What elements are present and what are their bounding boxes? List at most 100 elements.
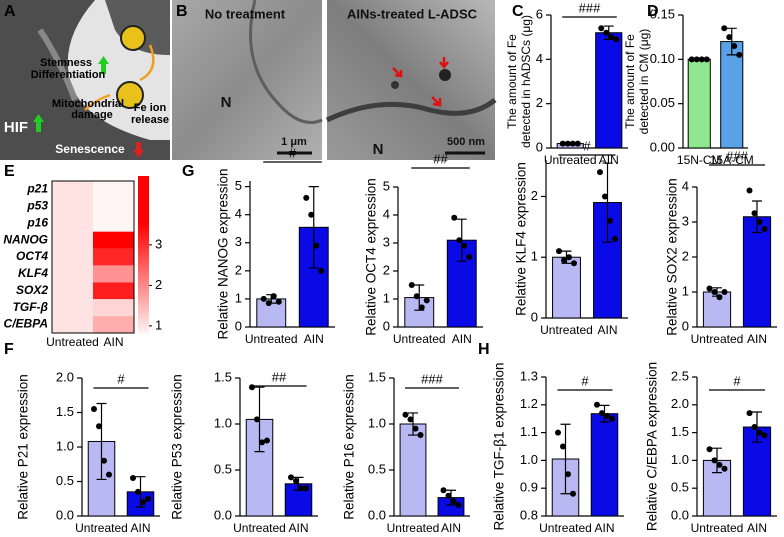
column-label: Untreated bbox=[46, 335, 99, 349]
y-tick-label: 1.3 bbox=[520, 368, 538, 383]
y-tick-label: 1.5 bbox=[671, 424, 689, 439]
y-tick-label: 1.0 bbox=[671, 452, 689, 467]
data-point bbox=[259, 439, 265, 446]
bar bbox=[552, 256, 581, 319]
row-label: p21 bbox=[26, 182, 48, 196]
heatmap-cell bbox=[52, 316, 93, 333]
y-axis-label: detected in CM (μg) bbox=[637, 29, 651, 135]
x-tick-label: Untreated bbox=[245, 332, 298, 346]
micrograph-label: N bbox=[373, 141, 384, 158]
row-label: TGF-β bbox=[13, 300, 49, 314]
data-point bbox=[746, 187, 753, 194]
significance-label: # bbox=[583, 138, 591, 153]
data-point bbox=[556, 248, 562, 255]
y-tick-label: 0.9 bbox=[520, 480, 538, 495]
y-tick-label: 0.0 bbox=[671, 507, 689, 522]
significance-label: # bbox=[289, 145, 297, 160]
data-point bbox=[613, 36, 620, 43]
y-tick-label: 0.0 bbox=[214, 507, 232, 522]
schematic-label: Differentiation bbox=[31, 69, 106, 81]
y-tick-label: 1.5 bbox=[368, 369, 386, 384]
colorbar-tick-label: 1 bbox=[155, 317, 162, 332]
micrographs bbox=[172, 0, 497, 160]
data-point bbox=[688, 56, 695, 63]
data-point bbox=[604, 412, 610, 419]
y-tick-label: 4 bbox=[235, 206, 242, 221]
data-point bbox=[130, 475, 136, 482]
data-point bbox=[716, 461, 723, 468]
panel-label: H bbox=[478, 341, 490, 358]
data-point bbox=[566, 254, 572, 261]
data-point bbox=[96, 423, 102, 430]
y-tick-label: 6 bbox=[536, 6, 543, 21]
data-point bbox=[264, 437, 270, 444]
y-tick-label: 0.10 bbox=[650, 51, 675, 66]
x-tick-label: Untreated bbox=[691, 521, 744, 535]
x-tick-label: Untreated bbox=[539, 521, 592, 535]
error-bar bbox=[96, 402, 107, 481]
y-tick-label: 0 bbox=[682, 318, 689, 333]
data-point bbox=[571, 260, 577, 267]
data-point bbox=[402, 411, 409, 418]
y-tick-label: 0.5 bbox=[671, 480, 689, 495]
data-point bbox=[736, 51, 743, 58]
data-point bbox=[603, 29, 610, 36]
x-tick-label: AIN bbox=[599, 153, 619, 167]
y-axis-label: Relative NANOG expression bbox=[216, 168, 231, 339]
y-tick-label: 1 bbox=[235, 290, 242, 305]
y-axis-label: Relative P16 expression bbox=[342, 374, 357, 520]
data-point bbox=[693, 56, 700, 63]
row-label: C/EBPA bbox=[4, 317, 48, 331]
row-label: p16 bbox=[26, 215, 48, 229]
significance-label: ### bbox=[579, 0, 601, 15]
y-tick-label: 2 bbox=[536, 95, 543, 110]
heatmap-cell bbox=[52, 282, 93, 300]
y-tick-label: 2.0 bbox=[56, 369, 74, 384]
bar bbox=[595, 32, 623, 149]
y-tick-label: 1.0 bbox=[520, 452, 538, 467]
panel-label: G bbox=[182, 163, 194, 180]
data-point bbox=[746, 410, 753, 417]
data-point bbox=[408, 282, 415, 288]
y-tick-label: 0.5 bbox=[56, 473, 74, 488]
data-point bbox=[609, 415, 615, 422]
heatmap-cell bbox=[93, 231, 134, 249]
y-tick-label: 0 bbox=[536, 139, 543, 154]
x-tick-label: AIN bbox=[452, 332, 472, 346]
y-tick-label: 2 bbox=[682, 248, 689, 263]
data-point bbox=[751, 424, 758, 431]
y-tick-label: 0 bbox=[383, 318, 390, 333]
data-point bbox=[565, 471, 571, 478]
data-point bbox=[721, 465, 728, 472]
data-point bbox=[260, 295, 267, 302]
y-tick-label: 1.0 bbox=[368, 415, 386, 430]
micrograph-label: 500 nm bbox=[447, 136, 485, 148]
row-label: KLF4 bbox=[18, 266, 48, 280]
data-point bbox=[303, 194, 310, 201]
data-point bbox=[731, 43, 738, 50]
heatmap-cell bbox=[93, 248, 134, 266]
y-tick-label: 2 bbox=[383, 262, 390, 277]
bar bbox=[687, 58, 711, 149]
schematic-label: Mitochondrial bbox=[52, 98, 124, 110]
row-label: NANOG bbox=[3, 232, 48, 246]
y-tick-label: 4 bbox=[682, 178, 689, 193]
data-point bbox=[607, 217, 613, 224]
data-point bbox=[612, 236, 618, 242]
data-point bbox=[318, 267, 325, 274]
y-tick-label: 1.2 bbox=[520, 396, 538, 411]
x-tick-label: Untreated bbox=[75, 521, 128, 535]
y-axis-label: detected in hADSCs (μg) bbox=[519, 15, 533, 148]
schematic-label: Fe ion bbox=[134, 102, 167, 114]
micrograph-label: N bbox=[221, 94, 232, 111]
panel-label: D bbox=[647, 3, 659, 20]
error-bar bbox=[560, 423, 571, 495]
data-point bbox=[756, 219, 763, 225]
data-point bbox=[711, 289, 718, 295]
heatmap-cell bbox=[52, 197, 93, 215]
data-point bbox=[569, 140, 576, 147]
y-tick-label: 0.8 bbox=[520, 507, 538, 522]
colorbar bbox=[138, 176, 149, 334]
y-tick-label: 4 bbox=[536, 51, 543, 66]
data-point bbox=[721, 25, 728, 32]
